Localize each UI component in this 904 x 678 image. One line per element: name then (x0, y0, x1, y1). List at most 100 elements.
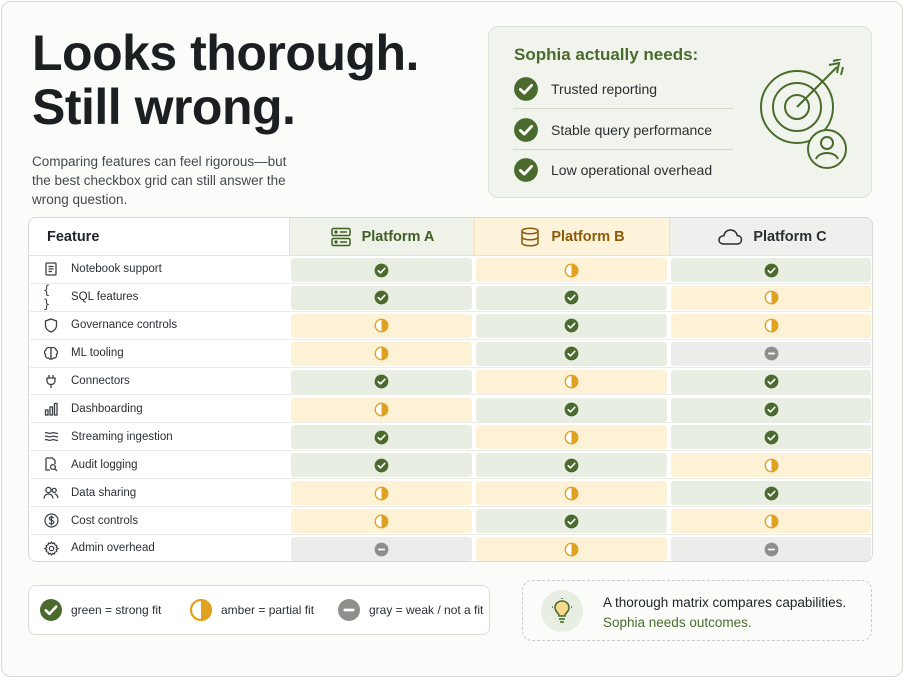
table-row: Dashboarding (29, 396, 872, 424)
minus-circle-icon (374, 542, 389, 557)
legend-weak-label: gray = weak / not a fit (369, 603, 484, 617)
callout-line-2: Sophia needs outcomes. (603, 615, 752, 630)
server-icon (330, 227, 351, 246)
feature-cell: Governance controls (29, 312, 289, 339)
feature-label: Dashboarding (71, 402, 143, 415)
rating-cell-platform-b (476, 481, 667, 506)
legend-partial-label: amber = partial fit (221, 603, 315, 617)
rating-cell-platform-c (671, 425, 871, 450)
half-circle-icon (764, 318, 779, 333)
divider (513, 108, 733, 109)
feature-cell: Data sharing (29, 479, 289, 506)
half-circle-icon (564, 263, 579, 278)
legend-strong: green = strong fit (39, 598, 189, 622)
rating-cell-platform-b (476, 369, 667, 394)
needs-card: Sophia actually needs: Trusted reporting… (488, 26, 872, 198)
rating-cell-platform-b (476, 397, 667, 422)
comparison-table: Feature Platform A Platform B Platform C… (28, 217, 873, 562)
rating-cell-platform-a (291, 509, 472, 534)
braces-icon: { } (43, 283, 51, 312)
platform-b-name: Platform B (551, 228, 625, 245)
feature-cell: ML tooling (29, 340, 289, 367)
half-circle-icon (564, 542, 579, 557)
feature-header: Feature (29, 218, 289, 256)
rating-cell-platform-a (291, 369, 472, 394)
minus-circle-icon (764, 346, 779, 361)
feature-cell: Notebook support (29, 256, 289, 283)
feature-label: Audit logging (71, 458, 138, 471)
rating-cell-platform-c (671, 313, 871, 338)
feature-cell: Connectors (29, 368, 289, 395)
title-line-1: Looks thorough. (32, 25, 419, 81)
legend: green = strong fit amber = partial fit g… (28, 585, 490, 635)
half-circle-icon (564, 374, 579, 389)
check-icon (374, 263, 389, 278)
half-circle-icon (374, 402, 389, 417)
check-icon (513, 76, 539, 102)
need-item: Stable query performance (513, 113, 733, 147)
check-icon (564, 458, 579, 473)
check-icon (764, 263, 779, 278)
platform-a-header: Platform A (289, 218, 474, 256)
rating-cell-platform-a (291, 313, 472, 338)
table-row: Data sharing (29, 479, 872, 508)
title-line-2: Still wrong. (32, 79, 296, 135)
notebook-icon (43, 261, 59, 277)
check-icon (374, 430, 389, 445)
rating-cell-platform-a (291, 397, 472, 422)
gear-icon (43, 540, 59, 556)
rating-cell-platform-c (671, 258, 871, 282)
rating-cell-platform-b (476, 313, 667, 338)
check-icon (374, 458, 389, 473)
feature-cell: Streaming ingestion (29, 423, 289, 450)
rating-cell-platform-c (671, 481, 871, 506)
feature-label: Notebook support (71, 263, 162, 276)
check-icon (764, 430, 779, 445)
check-icon (764, 486, 779, 501)
feature-cell: { } SQL features (29, 283, 289, 312)
need-label: Low operational overhead (551, 162, 713, 178)
table-row: Cost controls (29, 507, 872, 535)
rating-cell-platform-c (671, 285, 871, 310)
rating-cell-platform-c (671, 369, 871, 394)
brain-icon (43, 345, 59, 361)
need-label: Trusted reporting (551, 81, 658, 97)
rating-cell-platform-b (476, 453, 667, 478)
table-row: Governance controls (29, 312, 872, 340)
platform-c-name: Platform C (753, 228, 827, 245)
table-row: Audit logging (29, 451, 872, 480)
half-circle-icon (764, 458, 779, 473)
rating-cell-platform-a (291, 481, 472, 506)
rating-cell-platform-c (671, 537, 871, 561)
legend-weak: gray = weak / not a fit (337, 598, 483, 622)
rating-cell-platform-c (671, 453, 871, 478)
check-icon (564, 514, 579, 529)
check-icon (513, 157, 539, 183)
callout-line-1: A thorough matrix compares capabilities. (603, 595, 847, 610)
rating-cell-platform-c (671, 509, 871, 534)
waves-icon (43, 429, 59, 445)
half-circle-icon (764, 514, 779, 529)
rating-cell-platform-a (291, 537, 472, 561)
feature-label: Connectors (71, 375, 130, 388)
feature-label: Cost controls (71, 514, 139, 527)
rating-cell-platform-a (291, 258, 472, 282)
check-icon (564, 318, 579, 333)
divider (513, 149, 733, 150)
minus-circle-icon (337, 598, 361, 622)
half-circle-icon (374, 514, 389, 529)
platform-a-name: Platform A (361, 228, 435, 245)
table-row: { } SQL features (29, 283, 872, 312)
rating-cell-platform-b (476, 341, 667, 366)
half-circle-icon (564, 430, 579, 445)
feature-label: Governance controls (71, 319, 178, 332)
callout-box: A thorough matrix compares capabilities.… (522, 580, 872, 641)
cloud-icon (718, 228, 743, 245)
half-circle-icon (764, 290, 779, 305)
dollar-icon (43, 513, 59, 529)
check-icon (764, 402, 779, 417)
half-circle-icon (374, 346, 389, 361)
check-icon (374, 290, 389, 305)
rating-cell-platform-a (291, 285, 472, 310)
half-circle-icon (564, 486, 579, 501)
